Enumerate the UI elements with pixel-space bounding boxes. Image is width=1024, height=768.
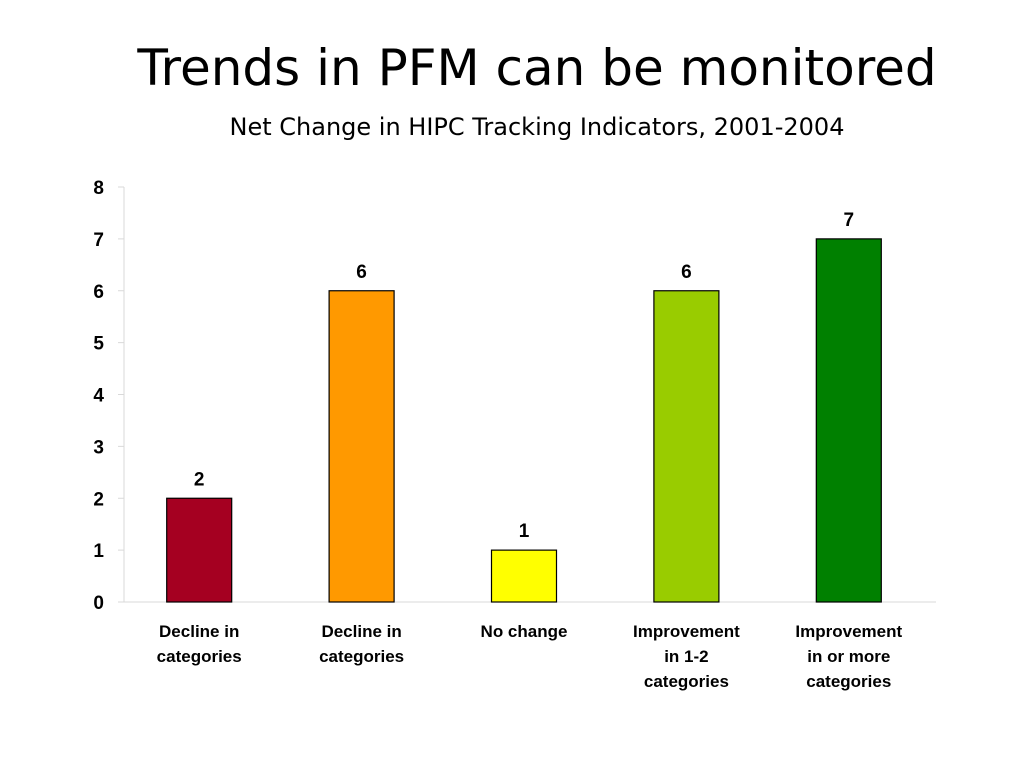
category-label-line: Decline in xyxy=(321,622,401,641)
category-label-line: Improvement xyxy=(795,622,902,641)
slide-subtitle: Net Change in HIPC Tracking Indicators, … xyxy=(229,113,845,141)
data-label: 7 xyxy=(844,210,855,231)
y-axis: 0 1 2 3 4 5 6 7 8 xyxy=(93,178,125,614)
bar xyxy=(166,497,233,603)
y-tick-label: 6 xyxy=(93,282,104,303)
y-tick-label: 2 xyxy=(93,489,104,510)
category-label: No change xyxy=(481,622,568,641)
bar xyxy=(328,290,395,603)
category-label: Decline in categories xyxy=(157,622,242,666)
bars xyxy=(166,238,882,603)
category-labels: Decline in categories Decline in categories… xyxy=(157,622,903,691)
slide-title: Trends in PFM can be monitored xyxy=(137,39,937,97)
y-tick-label: 5 xyxy=(93,334,104,355)
y-tick-label: 8 xyxy=(93,178,104,199)
data-label: 6 xyxy=(356,262,367,283)
category-label-line: in 1-2 xyxy=(664,647,708,666)
category-label-line: categories xyxy=(644,672,729,691)
category-label-line: No change xyxy=(481,622,568,641)
bar xyxy=(490,549,558,603)
category-label-line: Improvement xyxy=(633,622,740,641)
data-label: 6 xyxy=(681,262,692,283)
category-label: Improvement in 1-2 categories xyxy=(633,622,740,691)
category-label-line: in or more xyxy=(807,647,890,666)
y-tick-label: 0 xyxy=(93,593,104,614)
bar xyxy=(815,238,882,603)
y-tick-label: 4 xyxy=(93,386,104,407)
data-labels: 2 6 1 6 7 xyxy=(194,210,854,542)
category-label-line: categories xyxy=(319,647,404,666)
category-label: Improvement in or more categories xyxy=(795,622,902,691)
category-label-line: categories xyxy=(157,647,242,666)
y-tick-label: 1 xyxy=(93,541,104,562)
data-label: 2 xyxy=(194,469,205,490)
category-label: Decline in categories xyxy=(319,622,404,666)
y-tick-label: 3 xyxy=(93,437,104,458)
category-label-line: Decline in xyxy=(159,622,239,641)
data-label: 1 xyxy=(519,521,530,542)
category-label-line: categories xyxy=(806,672,891,691)
bar xyxy=(653,290,720,603)
y-tick-label: 7 xyxy=(93,230,104,251)
